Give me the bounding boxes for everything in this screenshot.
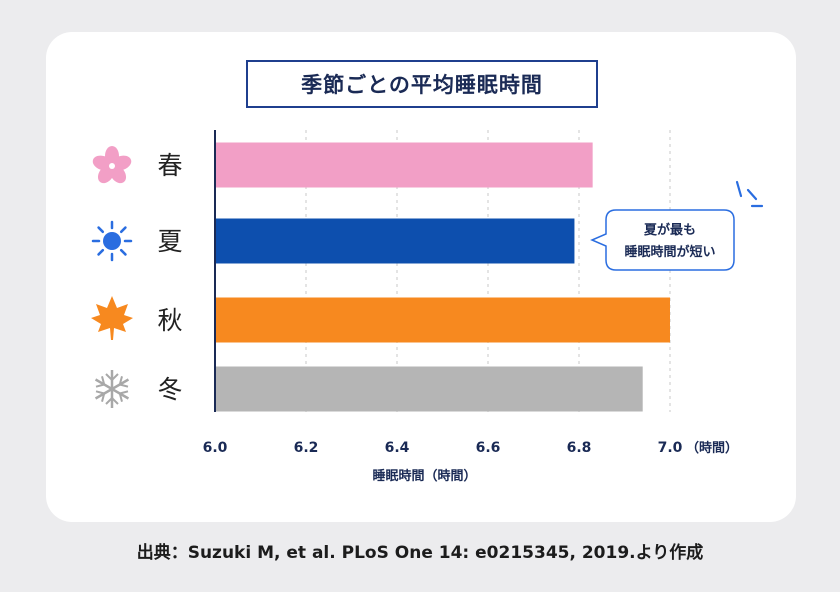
emphasis-marks bbox=[735, 180, 764, 208]
sakura-icon bbox=[92, 146, 132, 184]
bar-4 bbox=[216, 366, 643, 412]
category-label: 冬 bbox=[157, 375, 182, 404]
bar-2 bbox=[216, 218, 575, 264]
snowflake-icon bbox=[94, 370, 130, 408]
tick-label: 6.8 bbox=[567, 440, 592, 456]
callout-line-2: 睡眠時間が短い bbox=[624, 244, 715, 260]
category-label: 秋 bbox=[157, 306, 182, 335]
chart-card bbox=[46, 32, 796, 522]
callout-bubble bbox=[590, 209, 735, 271]
tick-label: 6.2 bbox=[294, 440, 319, 456]
category-label: 夏 bbox=[157, 227, 182, 256]
tick-label: 6.0 bbox=[203, 440, 228, 456]
sun-icon bbox=[91, 220, 133, 262]
tick-label: 7.0 bbox=[658, 440, 683, 456]
bar-1 bbox=[216, 142, 593, 188]
maple-leaf-icon bbox=[91, 296, 133, 340]
tick-label: 6.4 bbox=[385, 440, 410, 456]
category-label: 春 bbox=[157, 151, 182, 180]
chart-title: 季節ごとの平均睡眠時間 bbox=[246, 60, 598, 108]
tick-label: 6.6 bbox=[476, 440, 501, 456]
x-axis-title: 睡眠時間（時間） bbox=[372, 468, 476, 484]
callout-line-1: 夏が最も bbox=[643, 222, 696, 238]
bar-3 bbox=[216, 297, 670, 343]
axis-unit-label: （時間） bbox=[686, 440, 738, 456]
source-citation: 出典：Suzuki M, et al. PLoS One 14: e021534… bbox=[136, 543, 704, 563]
